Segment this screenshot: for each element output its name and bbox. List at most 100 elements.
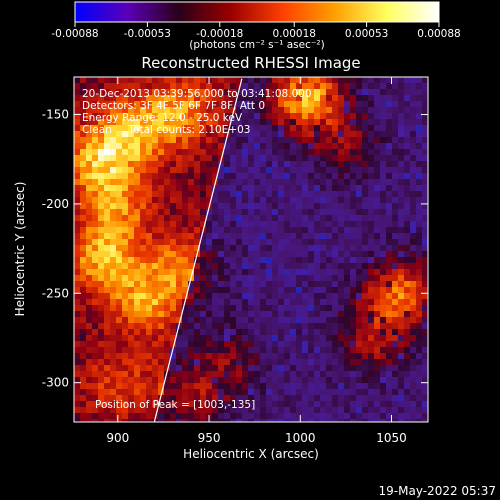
heatmap-cell [152,407,158,413]
heatmap-cell [362,263,368,269]
heatmap-cell [206,137,212,143]
heatmap-cell [128,179,134,185]
heatmap-cell [320,263,326,269]
heatmap-cell [212,383,218,389]
heatmap-cell [128,233,134,239]
heatmap-cell [260,143,266,149]
heatmap-cell [182,353,188,359]
heatmap-cell [152,359,158,365]
heatmap-cell [350,317,356,323]
heatmap-cell [158,89,164,95]
heatmap-cell [380,377,386,383]
heatmap-cell [284,77,290,83]
heatmap-cell [200,143,206,149]
heatmap-cell [164,239,170,245]
heatmap-cell [398,299,404,305]
heatmap-cell [398,329,404,335]
heatmap-cell [104,347,110,353]
heatmap-cell [170,377,176,383]
heatmap-cell [278,407,284,413]
heatmap-cell [350,191,356,197]
heatmap-cell [350,203,356,209]
heatmap-cell [236,329,242,335]
heatmap-cell [110,215,116,221]
heatmap-cell [296,227,302,233]
heatmap-cell [86,89,92,95]
heatmap-cell [272,251,278,257]
heatmap-cell [188,89,194,95]
heatmap-cell [182,311,188,317]
heatmap-cell [296,155,302,161]
heatmap-cell [296,101,302,107]
heatmap-cell [410,281,416,287]
heatmap-cell [338,191,344,197]
heatmap-cell [380,395,386,401]
heatmap-cell [98,209,104,215]
heatmap-cell [368,263,374,269]
heatmap-cell [134,179,140,185]
heatmap-cell [380,137,386,143]
heatmap-cell [200,155,206,161]
y-tick-label: -300 [42,376,69,390]
annotation-time: 20-Dec-2013 03:39:56.000 to 03:41:08.000 [82,88,312,100]
heatmap-cell [182,95,188,101]
heatmap-cell [206,113,212,119]
heatmap-cell [392,383,398,389]
heatmap-cell [236,125,242,131]
heatmap-cell [86,185,92,191]
heatmap-cell [98,335,104,341]
heatmap-cell [308,257,314,263]
heatmap-cell [386,299,392,305]
heatmap-cell [356,77,362,83]
heatmap-cell [290,107,296,113]
heatmap-cell [278,155,284,161]
heatmap-cell [392,335,398,341]
heatmap-cell [362,113,368,119]
heatmap-cell [338,149,344,155]
heatmap-cell [278,167,284,173]
heatmap-cell [296,197,302,203]
heatmap-cell [326,311,332,317]
heatmap-cell [260,335,266,341]
heatmap-cell [326,143,332,149]
heatmap-cell [176,185,182,191]
heatmap-cell [326,185,332,191]
heatmap-cell [368,281,374,287]
heatmap-cell [194,347,200,353]
heatmap-cell [164,95,170,101]
heatmap-cell [290,185,296,191]
heatmap-cell [140,305,146,311]
heatmap-cell [344,347,350,353]
heatmap-cell [362,233,368,239]
heatmap-cell [158,83,164,89]
heatmap-cell [194,353,200,359]
heatmap-cell [158,341,164,347]
heatmap-cell [320,323,326,329]
heatmap-cell [374,263,380,269]
heatmap-cell [92,401,98,407]
heatmap-cell [320,365,326,371]
heatmap-cell [398,371,404,377]
heatmap-cell [392,89,398,95]
heatmap-cell [194,215,200,221]
heatmap-cell [128,335,134,341]
heatmap-cell [410,359,416,365]
heatmap-cell [260,293,266,299]
heatmap-cell [308,275,314,281]
heatmap-cell [236,269,242,275]
heatmap-cell [332,239,338,245]
heatmap-cell [356,191,362,197]
heatmap-cell [98,83,104,89]
heatmap-cell [296,401,302,407]
heatmap-cell [410,377,416,383]
heatmap-cell [170,287,176,293]
heatmap-cell [158,293,164,299]
heatmap-cell [188,305,194,311]
heatmap-cell [278,311,284,317]
heatmap-cell [206,251,212,257]
heatmap-cell [242,173,248,179]
heatmap-cell [110,119,116,125]
heatmap-cell [230,353,236,359]
heatmap-cell [146,245,152,251]
heatmap-cell [344,203,350,209]
